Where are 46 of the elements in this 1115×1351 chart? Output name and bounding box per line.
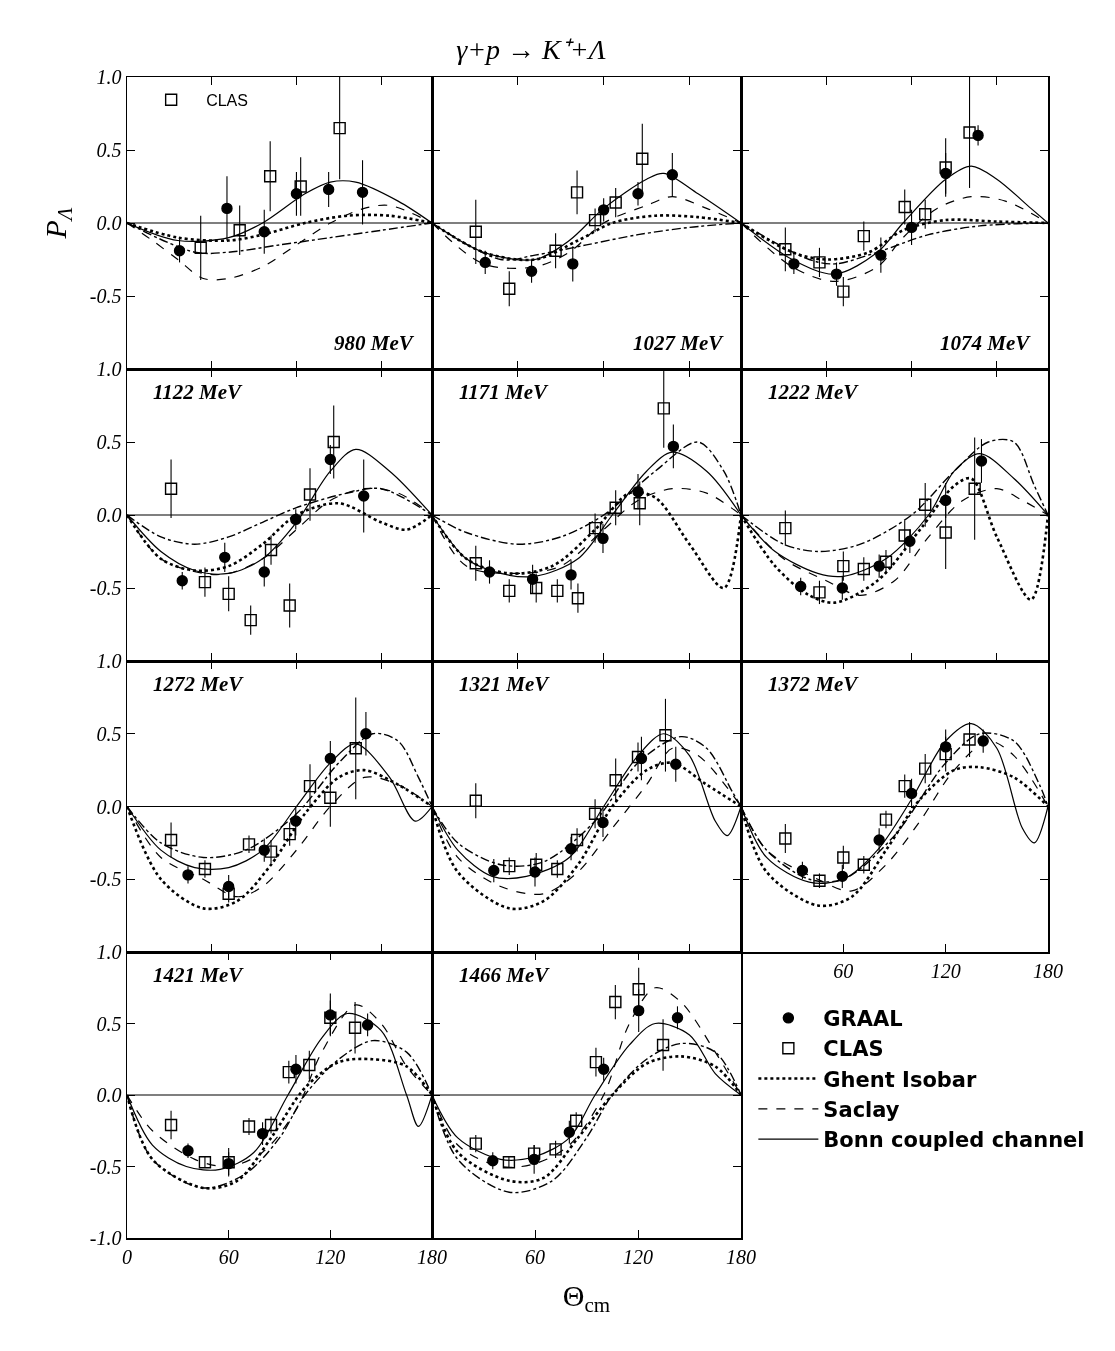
x-tick-label: 60 — [218, 1245, 239, 1268]
annotation: 1421 MeV — [153, 963, 245, 987]
x-tick-label: 0 — [122, 1245, 132, 1268]
y-tick-label: 1.0 — [96, 358, 122, 380]
x-tick-label: 120 — [930, 959, 961, 982]
annotation: 1372 MeV — [768, 672, 860, 696]
annotation: 1027 MeV — [633, 331, 725, 355]
y-tick-label: 0.5 — [96, 431, 122, 453]
y-tick-label: 0.5 — [96, 139, 122, 161]
x-tick-label: 180 — [417, 1245, 447, 1268]
y-tick-label: 1.0 — [96, 66, 122, 88]
y-tick-label: 0.0 — [96, 504, 122, 526]
legend-label: GRAAL — [823, 1007, 903, 1032]
x-axis-title: Θ$_{cm}$ — [562, 1278, 611, 1318]
y-tick-label: 0.0 — [96, 795, 122, 818]
annotation: 1171 MeV — [459, 380, 550, 404]
legend-label: CLAS — [823, 1037, 884, 1062]
y-tick-label: 1.0 — [96, 650, 122, 672]
legend-label: CLAS — [206, 91, 248, 109]
y-tick-label: 0.0 — [96, 212, 122, 234]
x-tick-label: 60 — [525, 1245, 545, 1268]
x-tick-label: 120 — [315, 1245, 346, 1268]
chart-title: γ+p → K⁺+Λ — [456, 34, 606, 65]
annotation: 1272 MeV — [153, 672, 245, 696]
y-tick-label: -1.0 — [89, 1227, 122, 1249]
y-tick-label: 1.0 — [96, 941, 122, 963]
y-tick-label: 0.0 — [96, 1084, 122, 1106]
y-tick-label: 0.5 — [96, 722, 122, 745]
legend-label: Saclay — [823, 1098, 900, 1122]
x-tick-label: 180 — [726, 1245, 756, 1268]
x-tick-label: 120 — [623, 1245, 653, 1268]
x-tick-label: 180 — [1033, 959, 1063, 982]
legend-label: Ghent Isobar — [823, 1067, 978, 1092]
y-tick-label: -0.5 — [89, 868, 122, 891]
x-tick-label: 60 — [833, 959, 854, 982]
annotation: 1122 MeV — [153, 380, 244, 404]
annotation: 1222 MeV — [768, 380, 860, 404]
annotation: 980 MeV — [334, 331, 415, 355]
annotation: 1321 MeV — [459, 672, 551, 696]
y-tick-label: -0.5 — [89, 285, 122, 307]
legend-label: Bonn coupled channel — [823, 1128, 1085, 1153]
y-tick-label: 0.5 — [96, 1012, 122, 1035]
annotation: 1466 MeV — [459, 963, 551, 987]
annotation: 1074 MeV — [940, 331, 1032, 355]
y-tick-label: -0.5 — [89, 1155, 122, 1178]
y-tick-label: -0.5 — [89, 577, 122, 599]
